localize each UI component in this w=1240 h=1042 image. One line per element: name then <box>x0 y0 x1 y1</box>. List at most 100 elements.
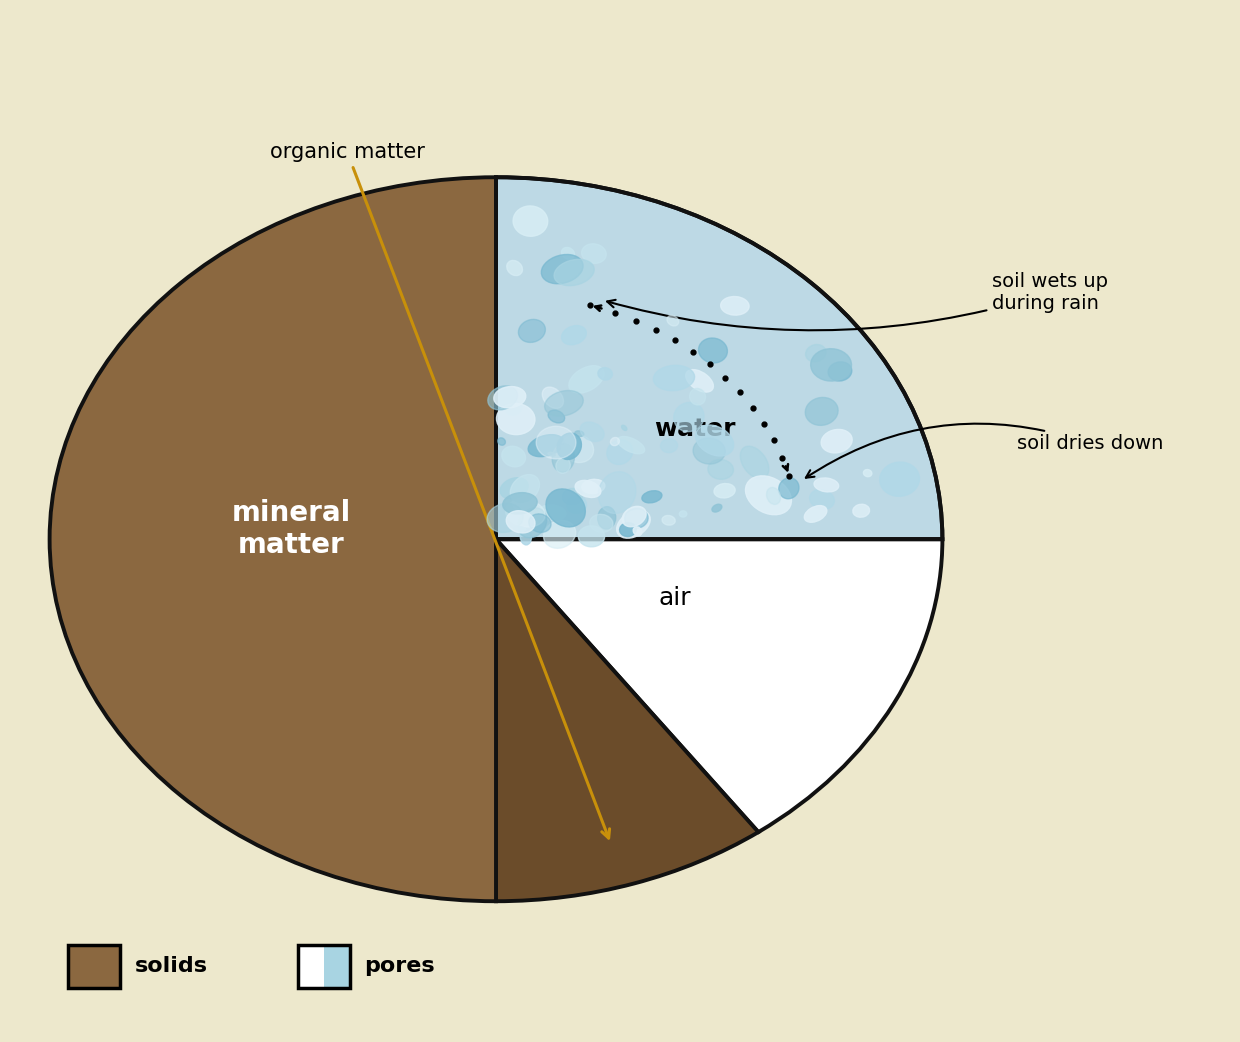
Ellipse shape <box>606 440 632 465</box>
Ellipse shape <box>487 386 517 410</box>
Ellipse shape <box>662 516 676 525</box>
Text: air: air <box>658 586 691 610</box>
Ellipse shape <box>616 511 650 539</box>
Ellipse shape <box>673 402 704 431</box>
Ellipse shape <box>598 368 613 380</box>
Ellipse shape <box>598 472 636 514</box>
Ellipse shape <box>813 478 838 492</box>
Ellipse shape <box>512 493 536 511</box>
Ellipse shape <box>598 506 616 529</box>
Ellipse shape <box>548 411 564 423</box>
Ellipse shape <box>667 316 678 326</box>
Ellipse shape <box>634 527 642 536</box>
Ellipse shape <box>536 426 575 458</box>
Text: pores: pores <box>365 956 435 975</box>
Ellipse shape <box>513 526 526 531</box>
Ellipse shape <box>745 476 791 515</box>
Ellipse shape <box>497 438 506 445</box>
Ellipse shape <box>805 397 838 425</box>
Ellipse shape <box>528 435 564 456</box>
Ellipse shape <box>496 403 534 435</box>
Ellipse shape <box>622 506 646 527</box>
Ellipse shape <box>518 320 546 343</box>
Ellipse shape <box>562 435 594 463</box>
Ellipse shape <box>621 425 627 430</box>
Ellipse shape <box>562 247 574 259</box>
Ellipse shape <box>811 349 852 381</box>
Ellipse shape <box>642 491 662 503</box>
Ellipse shape <box>528 514 551 532</box>
Wedge shape <box>496 540 759 901</box>
Ellipse shape <box>805 505 827 522</box>
Ellipse shape <box>548 452 556 456</box>
Ellipse shape <box>575 480 601 497</box>
Ellipse shape <box>506 499 546 527</box>
FancyBboxPatch shape <box>324 945 350 988</box>
Ellipse shape <box>610 438 620 446</box>
Ellipse shape <box>618 437 645 453</box>
Ellipse shape <box>582 244 606 264</box>
Ellipse shape <box>766 488 780 504</box>
Ellipse shape <box>578 526 605 547</box>
Ellipse shape <box>507 260 522 275</box>
Ellipse shape <box>546 489 585 527</box>
Ellipse shape <box>625 508 649 528</box>
Ellipse shape <box>513 206 548 237</box>
Ellipse shape <box>653 366 694 391</box>
Ellipse shape <box>686 370 713 392</box>
Ellipse shape <box>720 297 749 315</box>
Ellipse shape <box>810 490 835 510</box>
Ellipse shape <box>689 389 706 405</box>
Ellipse shape <box>544 391 583 416</box>
Ellipse shape <box>518 507 547 538</box>
Ellipse shape <box>521 528 532 545</box>
Ellipse shape <box>554 259 594 286</box>
Ellipse shape <box>575 430 584 437</box>
Ellipse shape <box>500 477 528 499</box>
Ellipse shape <box>556 457 570 473</box>
Wedge shape <box>50 177 496 901</box>
Wedge shape <box>496 540 942 833</box>
Ellipse shape <box>740 446 769 478</box>
Ellipse shape <box>698 338 728 363</box>
Ellipse shape <box>714 483 735 498</box>
Ellipse shape <box>693 438 725 464</box>
Ellipse shape <box>557 433 582 460</box>
FancyBboxPatch shape <box>68 945 120 988</box>
Ellipse shape <box>806 345 826 362</box>
Ellipse shape <box>567 496 587 514</box>
FancyBboxPatch shape <box>298 945 350 988</box>
Ellipse shape <box>510 474 539 502</box>
Ellipse shape <box>712 504 722 512</box>
Ellipse shape <box>562 325 587 345</box>
Ellipse shape <box>543 520 575 548</box>
Ellipse shape <box>502 493 537 514</box>
Ellipse shape <box>502 446 526 467</box>
Text: soil wets up
during rain: soil wets up during rain <box>608 272 1109 330</box>
Ellipse shape <box>779 478 799 499</box>
Ellipse shape <box>542 254 583 283</box>
Ellipse shape <box>680 511 687 517</box>
Ellipse shape <box>506 511 534 532</box>
Text: solids: solids <box>135 956 208 975</box>
Ellipse shape <box>863 470 872 476</box>
Ellipse shape <box>569 366 604 393</box>
Ellipse shape <box>590 515 613 532</box>
Ellipse shape <box>582 479 605 494</box>
Wedge shape <box>496 177 942 540</box>
Text: water: water <box>653 417 735 441</box>
Ellipse shape <box>708 460 733 479</box>
Ellipse shape <box>494 387 526 407</box>
Ellipse shape <box>552 444 574 472</box>
Ellipse shape <box>853 504 869 517</box>
Ellipse shape <box>879 462 920 496</box>
Ellipse shape <box>661 439 677 452</box>
Ellipse shape <box>506 402 522 415</box>
Ellipse shape <box>620 523 636 537</box>
Ellipse shape <box>580 422 604 442</box>
Text: mineral
matter: mineral matter <box>232 499 351 560</box>
Ellipse shape <box>487 503 523 532</box>
Ellipse shape <box>696 425 734 456</box>
Text: organic matter: organic matter <box>270 142 610 838</box>
Ellipse shape <box>821 429 852 453</box>
